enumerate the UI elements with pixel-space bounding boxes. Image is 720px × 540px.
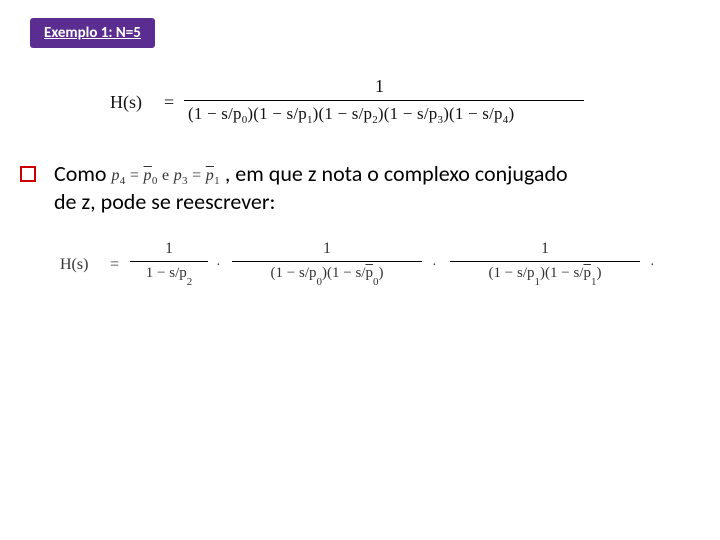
formula1-eq: = <box>164 92 174 113</box>
formula2-eq: = <box>110 256 119 274</box>
formula2-frac-1: 1(1 − s/p0)(1 − s/p0) <box>232 240 422 284</box>
formula-hs-main: H(s) = 1 (1 − s/p0)(1 − s/p1)(1 − s/p2)(… <box>110 78 590 128</box>
inline-math: p4 = p0 e p3 = p1 <box>111 166 219 186</box>
formula2-frac-2: 1(1 − s/p1)(1 − s/p1) <box>450 240 640 284</box>
formula2-dot-0: · <box>216 258 221 274</box>
text-line2: de z, pode se reescrever: <box>54 188 275 215</box>
formula2-dot-1: · <box>432 258 437 274</box>
title-badge: Exemplo 1: N=5 <box>30 18 155 48</box>
formula1-denominator: (1 − s/p0)(1 − s/p1)(1 − s/p2)(1 − s/p3)… <box>188 104 514 124</box>
formula1-lhs: H(s) <box>110 92 142 113</box>
formula1-numerator: 1 <box>375 76 384 97</box>
formula1-fraction-line <box>184 100 584 101</box>
bullet-row: Como p4 = p0 e p3 = p1 , em que z nota o… <box>20 160 700 215</box>
text-post1: , em que z nota o complexo conjugado <box>220 160 568 187</box>
bullet-square-icon <box>20 166 36 182</box>
formula2-frac-0: 11 − s/p2 <box>130 240 208 284</box>
text-pre: Como <box>54 160 111 187</box>
paragraph-text: Como p4 = p0 e p3 = p1 , em que z nota o… <box>54 160 568 215</box>
formula-hs-rewritten: H(s) = 11 − s/p2 1(1 − s/p0)(1 − s/p0) 1(1… <box>60 240 680 294</box>
formula2-dot-2: · <box>650 258 655 274</box>
formula2-lhs: H(s) <box>60 256 88 274</box>
